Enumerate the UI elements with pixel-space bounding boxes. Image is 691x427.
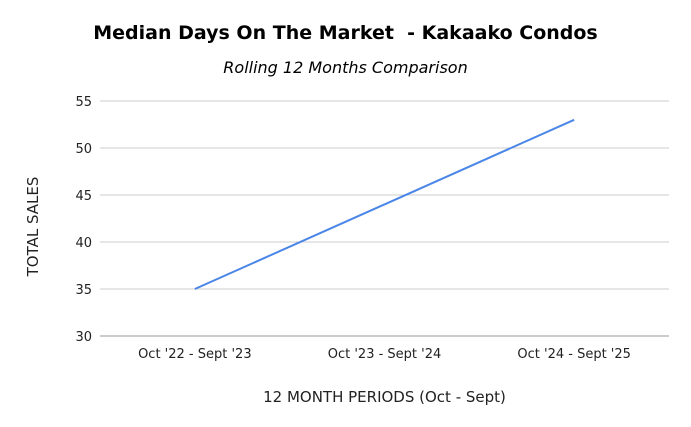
chart-title: Median Days On The Market - Kakaako Cond… (93, 22, 598, 44)
y-tick-label: 40 (75, 236, 92, 251)
y-tick-label: 45 (75, 189, 92, 204)
x-axis-title: 12 MONTH PERIODS (Oct - Sept) (263, 388, 506, 406)
series-layer (194, 118, 575, 290)
y-axis-title: TOTAL SALES (24, 177, 42, 278)
y-tick-label: 30 (75, 330, 92, 345)
gridlines (100, 100, 669, 337)
x-tick-label: Oct '22 - Sept '23 (138, 347, 252, 362)
series-line (194, 118, 575, 290)
x-axis-ticks: Oct '22 - Sept '23 Oct '23 - Sept '24 Oct … (138, 347, 631, 362)
y-tick-label: 35 (75, 283, 92, 298)
y-tick-label: 55 (75, 95, 92, 110)
y-axis-ticks: 30 35 40 45 50 55 (75, 95, 92, 345)
y-tick-label: 50 (75, 142, 92, 157)
chart-subtitle: Rolling 12 Months Comparison (223, 58, 468, 77)
x-tick-label: Oct '24 - Sept '25 (517, 347, 631, 362)
x-tick-label: Oct '23 - Sept '24 (328, 347, 442, 362)
